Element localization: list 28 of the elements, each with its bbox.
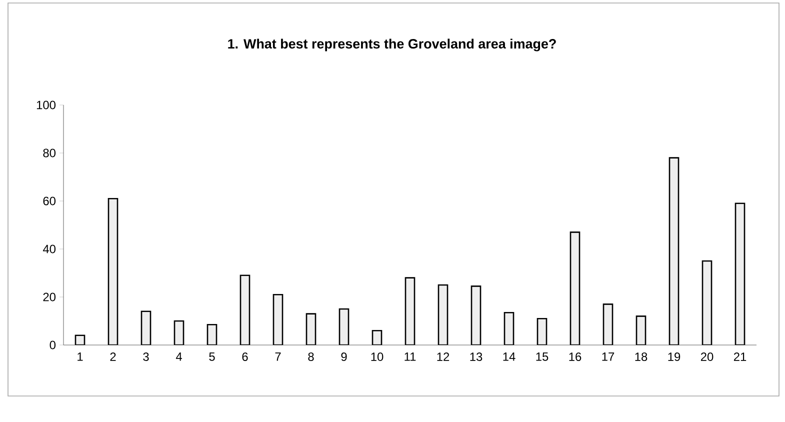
x-tick-label: 3 (143, 352, 149, 361)
x-tick-label: 14 (503, 352, 516, 361)
y-tick-label: 80 (43, 148, 56, 158)
x-tick-label: 15 (536, 352, 548, 361)
y-tick-label: 40 (42, 244, 56, 254)
y-tick-label: 60 (43, 196, 56, 206)
x-tick-label: 12 (437, 352, 450, 361)
x-tick-label: 16 (569, 352, 582, 361)
x-tick-label: 8 (308, 352, 314, 361)
x-tick-label: 4 (176, 352, 182, 361)
x-tick-label: 6 (242, 352, 248, 361)
x-tick-label: 20 (700, 352, 714, 361)
x-tick-label: 19 (668, 352, 680, 361)
x-tick-label: 11 (404, 352, 416, 361)
x-tick-label: 2 (110, 352, 116, 361)
chart-title: 1. What best represents the Groveland area image? (228, 38, 556, 52)
x-tick-label: 13 (470, 352, 482, 361)
x-tick-label: 17 (602, 352, 614, 361)
y-tick-label: 100 (36, 100, 56, 110)
x-tick-label: 9 (341, 352, 347, 361)
x-tick-label: 10 (371, 352, 384, 361)
y-tick-label: 0 (50, 340, 56, 350)
x-tick-label: 18 (635, 352, 648, 361)
x-tick-label: 1 (78, 352, 83, 361)
x-tick-label: 7 (275, 352, 281, 361)
x-tick-label: 21 (734, 352, 746, 361)
x-tick-label: 5 (209, 352, 215, 361)
y-tick-label: 20 (43, 292, 56, 302)
